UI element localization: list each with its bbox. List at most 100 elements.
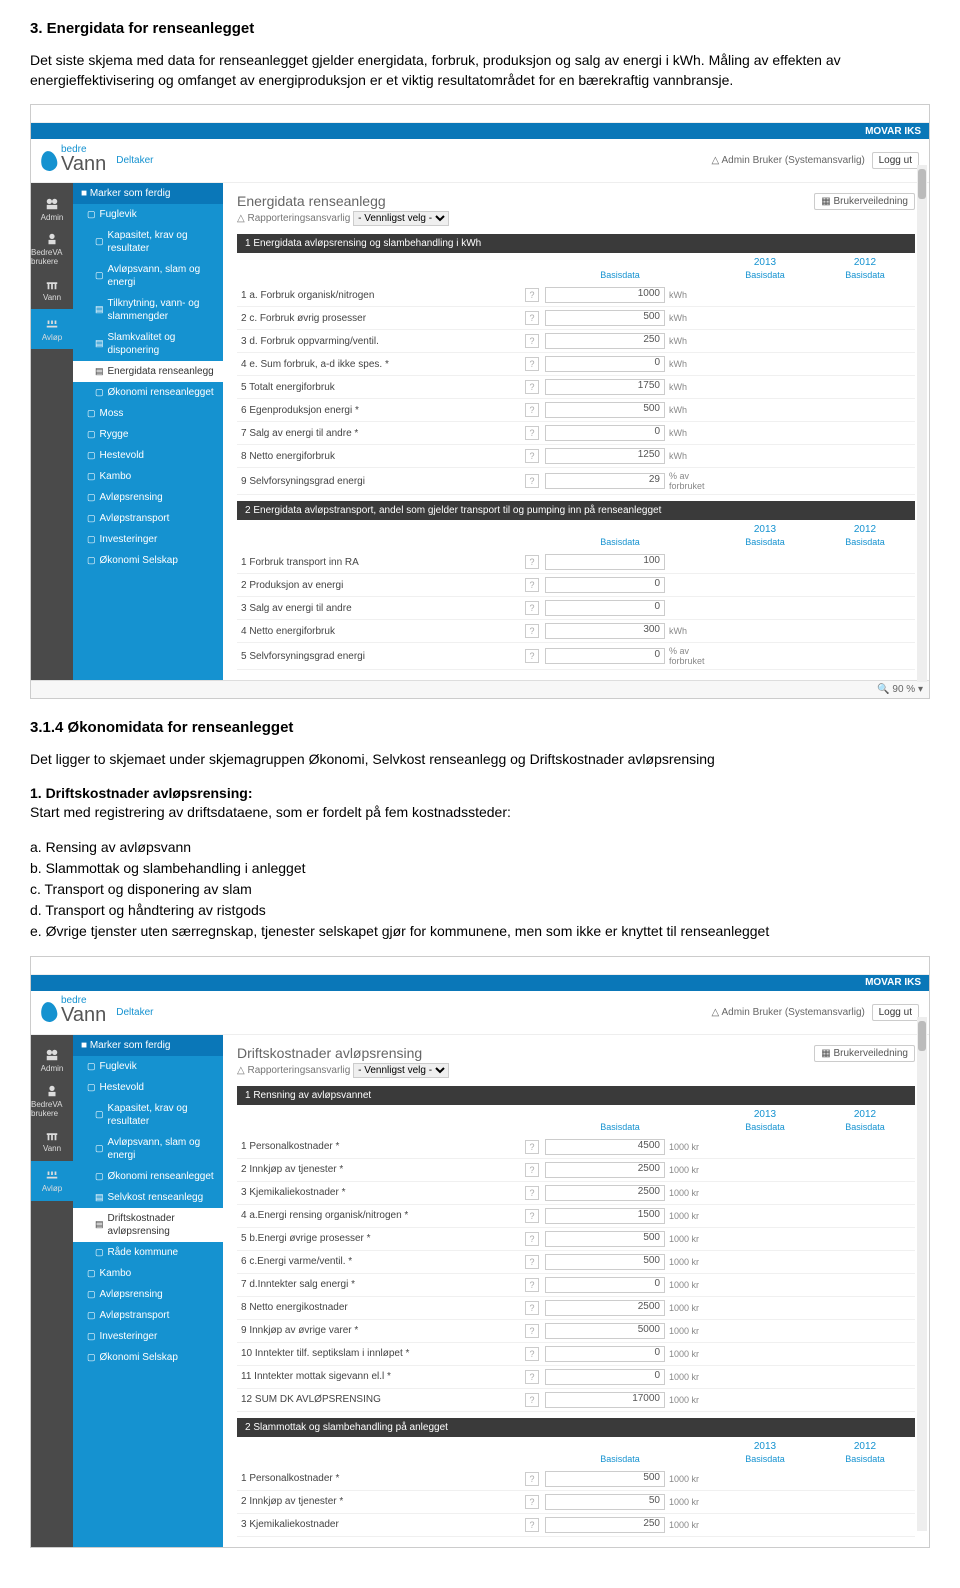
value-input[interactable]: 2500 <box>545 1185 665 1201</box>
value-input[interactable]: 0 <box>545 1369 665 1385</box>
logout-button-2[interactable]: Logg ut <box>872 1004 919 1021</box>
help-icon[interactable]: ? <box>525 426 539 440</box>
help-icon[interactable]: ? <box>525 311 539 325</box>
nav-okonomi-selskap[interactable]: ▢Økonomi Selskap <box>73 550 223 571</box>
help-icon[interactable]: ? <box>525 449 539 463</box>
value-input[interactable]: 500 <box>545 402 665 418</box>
marker-ferdig[interactable]: ■ Marker som ferdig <box>73 183 223 204</box>
scrollbar-2[interactable] <box>917 1017 927 1531</box>
nav2-avlopsvann[interactable]: ▢Avløpsvann, slam og energi <box>73 1132 223 1166</box>
value-input[interactable]: 0 <box>545 356 665 372</box>
rapportering-select[interactable]: - Vennligst velg - <box>353 211 449 226</box>
value-input[interactable]: 1250 <box>545 448 665 464</box>
value-input[interactable]: 5000 <box>545 1323 665 1339</box>
nav2-driftskostnader[interactable]: ▤Driftskostnader avløpsrensing <box>73 1208 223 1242</box>
nav2-rade[interactable]: ▢Råde kommune <box>73 1242 223 1263</box>
nav-investeringer[interactable]: ▢Investeringer <box>73 529 223 550</box>
marker-ferdig-2[interactable]: ■ Marker som ferdig <box>73 1035 223 1056</box>
nav-kambo[interactable]: ▢Kambo <box>73 466 223 487</box>
value-input[interactable]: 2500 <box>545 1162 665 1178</box>
value-input[interactable]: 1500 <box>545 1208 665 1224</box>
nav-avlopsrensing[interactable]: ▢Avløpsrensing <box>73 487 223 508</box>
nav-avlopsvann[interactable]: ▢Avløpsvann, slam og energi <box>73 259 223 293</box>
nav-hestevold[interactable]: ▢Hestevold <box>73 445 223 466</box>
rapportering-select-2[interactable]: - Vennligst velg - <box>353 1063 449 1078</box>
help-icon[interactable]: ? <box>525 1472 539 1486</box>
nav-okonomi-ra[interactable]: ▢Økonomi renseanlegget <box>73 382 223 403</box>
help-icon[interactable]: ? <box>525 1140 539 1154</box>
value-input[interactable]: 500 <box>545 1231 665 1247</box>
help-icon[interactable]: ? <box>525 1232 539 1246</box>
value-input[interactable]: 4500 <box>545 1139 665 1155</box>
value-input[interactable]: 2500 <box>545 1300 665 1316</box>
iconbar-admin[interactable]: Admin <box>31 189 73 229</box>
iconbar-vann[interactable]: Vann <box>31 269 73 309</box>
help-icon[interactable]: ? <box>525 601 539 615</box>
help-icon[interactable]: ? <box>525 1347 539 1361</box>
value-input[interactable]: 100 <box>545 554 665 570</box>
nav-rygge[interactable]: ▢Rygge <box>73 424 223 445</box>
nav-energidata[interactable]: ▤Energidata renseanlegg <box>73 361 223 382</box>
nav2-kapasitet[interactable]: ▢Kapasitet, krav og resultater <box>73 1098 223 1132</box>
brukerveiledning-button[interactable]: ▦ Brukerveiledning <box>814 193 915 210</box>
value-input[interactable]: 0 <box>545 648 665 664</box>
nav-fuglevik[interactable]: ▢Fuglevik <box>73 204 223 225</box>
help-icon[interactable]: ? <box>525 578 539 592</box>
nav-moss[interactable]: ▢Moss <box>73 403 223 424</box>
help-icon[interactable]: ? <box>525 1278 539 1292</box>
value-input[interactable]: 0 <box>545 1277 665 1293</box>
help-icon[interactable]: ? <box>525 403 539 417</box>
value-input[interactable]: 1000 <box>545 287 665 303</box>
logout-button[interactable]: Logg ut <box>872 152 919 169</box>
value-input[interactable]: 300 <box>545 623 665 639</box>
value-input[interactable]: 0 <box>545 577 665 593</box>
help-icon[interactable]: ? <box>525 1495 539 1509</box>
nav-avlopstransport[interactable]: ▢Avløpstransport <box>73 508 223 529</box>
value-input[interactable]: 29 <box>545 473 665 489</box>
help-icon[interactable]: ? <box>525 1255 539 1269</box>
help-icon[interactable]: ? <box>525 555 539 569</box>
help-icon[interactable]: ? <box>525 1163 539 1177</box>
iconbar-brukere-2[interactable]: BedreVA brukere <box>31 1081 73 1121</box>
help-icon[interactable]: ? <box>525 1324 539 1338</box>
value-input[interactable]: 1750 <box>545 379 665 395</box>
help-icon[interactable]: ? <box>525 1393 539 1407</box>
nav-tilknytning[interactable]: ▤Tilknytning, vann- og slammengder <box>73 293 223 327</box>
help-icon[interactable]: ? <box>525 288 539 302</box>
help-icon[interactable]: ? <box>525 334 539 348</box>
brukerveiledning-button-2[interactable]: ▦ Brukerveiledning <box>814 1045 915 1062</box>
help-icon[interactable]: ? <box>525 1301 539 1315</box>
nav2-fuglevik[interactable]: ▢Fuglevik <box>73 1056 223 1077</box>
value-input[interactable]: 500 <box>545 1471 665 1487</box>
value-input[interactable]: 500 <box>545 1254 665 1270</box>
iconbar-vann-2[interactable]: Vann <box>31 1121 73 1161</box>
value-input[interactable]: 50 <box>545 1494 665 1510</box>
iconbar-admin-2[interactable]: Admin <box>31 1041 73 1081</box>
help-icon[interactable]: ? <box>525 1370 539 1384</box>
help-icon[interactable]: ? <box>525 1518 539 1532</box>
iconbar-avlop-2[interactable]: Avløp <box>31 1161 73 1201</box>
nav-slamkvalitet[interactable]: ▤Slamkvalitet og disponering <box>73 327 223 361</box>
nav2-okonomi-selskap[interactable]: ▢Økonomi Selskap <box>73 1347 223 1368</box>
value-input[interactable]: 250 <box>545 333 665 349</box>
help-icon[interactable]: ? <box>525 649 539 663</box>
nav2-avlopstransport[interactable]: ▢Avløpstransport <box>73 1305 223 1326</box>
help-icon[interactable]: ? <box>525 1209 539 1223</box>
nav2-kambo[interactable]: ▢Kambo <box>73 1263 223 1284</box>
iconbar-brukere[interactable]: BedreVA brukere <box>31 229 73 269</box>
nav2-hestevold[interactable]: ▢Hestevold <box>73 1077 223 1098</box>
nav2-investeringer[interactable]: ▢Investeringer <box>73 1326 223 1347</box>
help-icon[interactable]: ? <box>525 474 539 488</box>
nav-kapasitet[interactable]: ▢Kapasitet, krav og resultater <box>73 225 223 259</box>
nav2-okonomi-ra[interactable]: ▢Økonomi renseanlegget <box>73 1166 223 1187</box>
iconbar-avlop[interactable]: Avløp <box>31 309 73 349</box>
value-input[interactable]: 250 <box>545 1517 665 1533</box>
nav2-avlopsrensing[interactable]: ▢Avløpsrensing <box>73 1284 223 1305</box>
scrollbar[interactable] <box>917 165 927 682</box>
value-input[interactable]: 0 <box>545 600 665 616</box>
help-icon[interactable]: ? <box>525 380 539 394</box>
help-icon[interactable]: ? <box>525 357 539 371</box>
value-input[interactable]: 17000 <box>545 1392 665 1408</box>
help-icon[interactable]: ? <box>525 624 539 638</box>
value-input[interactable]: 0 <box>545 1346 665 1362</box>
